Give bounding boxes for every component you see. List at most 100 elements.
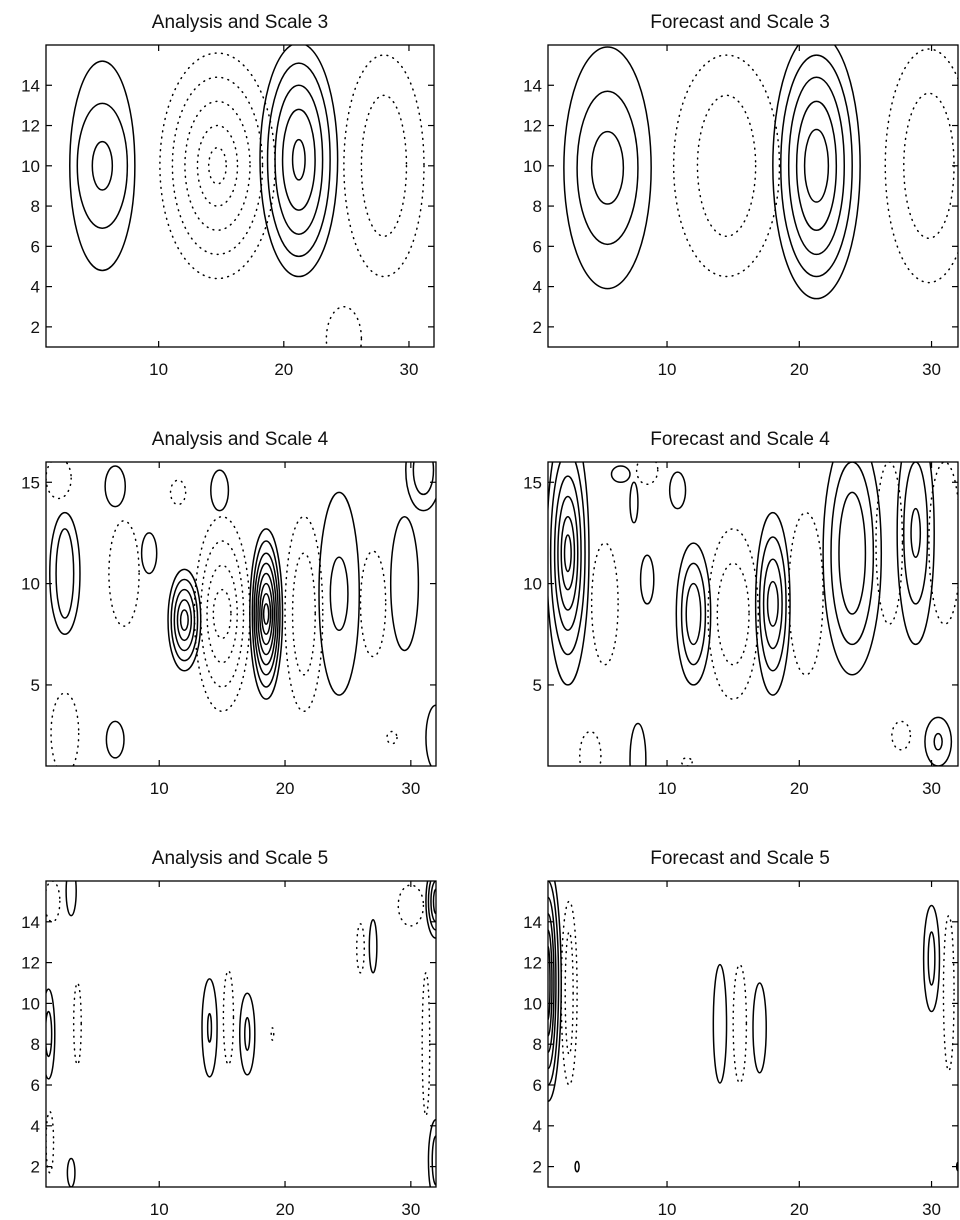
plot-frame [547,461,959,767]
positive-contour-line [685,582,702,646]
positive-contour-line [787,76,846,256]
y-tick-label: 8 [31,1035,40,1054]
negative-contour-line [169,479,187,506]
positive-contour-line [412,462,435,496]
negative-contour-line [732,963,748,1084]
negative-contour-line [206,564,238,664]
positive-contour-line [405,462,436,512]
positive-contour-line [430,881,436,923]
negative-contour-line [787,511,824,676]
positive-contour-line [574,1160,580,1173]
negative-contour-line [291,552,316,676]
plot-frame [45,44,435,348]
positive-contour-line [557,495,579,611]
negative-contour-line [421,972,431,1117]
negative-contour-line [942,914,955,1072]
x-tick-label: 30 [922,779,941,798]
negative-contour-line [680,757,693,766]
negative-contour-line [355,923,366,974]
y-tick-label: 8 [31,197,40,216]
positive-contour-line [910,507,922,559]
y-tick-label: 12 [21,954,40,973]
x-tick-label: 20 [276,779,295,798]
chart-panel: Analysis and Scale 4 10 20 30 5 10 15 [21,429,437,798]
negative-contour-line [928,462,958,625]
negative-contour-line [325,305,363,347]
positive-contour-line [249,528,284,700]
negative-contour-line [159,52,276,280]
negative-contour-line [222,970,235,1066]
negative-contour-line [46,881,61,923]
positive-contour-line [922,904,941,1013]
positive-contour-line [549,462,586,656]
positive-contour-line [49,511,81,636]
negative-contour-line [716,562,750,666]
y-tick-label: 6 [31,237,40,256]
x-tick-label: 30 [922,1200,941,1219]
positive-contour-line [167,568,202,672]
contour-group [548,462,958,766]
positive-contour-line [924,716,953,766]
x-tick-label: 20 [790,1200,809,1219]
contour-group [563,45,958,300]
chart-panel: Forecast and Scale 5 10 20 30 2 4 6 8 10 12 14 [523,848,959,1219]
positive-contour-line [822,462,883,676]
negative-contour-line [590,542,619,666]
x-tick-label: 30 [401,779,420,798]
negative-contour-line [199,540,245,688]
negative-contour-line [50,692,80,766]
panel-title: Forecast and Scale 4 [650,429,830,450]
y-tick-label: 5 [31,676,40,695]
panel-title: Analysis and Scale 4 [152,429,329,450]
x-tick-label: 10 [658,779,677,798]
negative-contour-line [46,1110,55,1174]
positive-contour-line [639,554,655,605]
y-tick-label: 4 [31,278,40,297]
positive-contour-line [368,919,378,974]
y-tick-label: 14 [523,913,542,932]
positive-contour-line [927,931,936,986]
positive-contour-line [668,471,687,510]
positive-contour-line [425,704,436,766]
y-tick-label: 6 [533,1076,542,1095]
positive-contour-line [261,592,272,636]
negative-contour-line [560,900,578,1086]
positive-contour-line [140,532,158,575]
x-tick-label: 30 [401,1200,420,1219]
negative-contour-line [397,884,425,927]
y-tick-label: 14 [21,76,40,95]
x-tick-label: 10 [150,779,169,798]
plot-frame [547,880,959,1188]
chart-panel: Analysis and Scale 5 10 20 30 2 4 6 8 10 12 14 [21,848,437,1219]
x-tick-label: 20 [790,360,809,379]
negative-contour-line [884,48,958,284]
y-tick-label: 10 [21,994,40,1013]
positive-contour-line [244,1016,251,1052]
positive-contour-line [329,556,349,631]
x-tick-label: 30 [922,360,941,379]
positive-contour-line [69,60,136,272]
positive-contour-line [389,515,420,652]
negative-contour-line [875,462,904,625]
positive-contour-line [896,462,935,646]
y-tick-label: 10 [523,994,542,1013]
negative-contour-line [270,1027,275,1041]
negative-contour-line [386,730,398,745]
y-tick-label: 2 [31,1158,40,1177]
positive-contour-line [803,128,830,203]
y-tick-label: 15 [523,473,542,492]
positive-contour-line [795,100,838,231]
positive-contour-line [91,140,114,191]
contour-group [46,462,436,766]
x-tick-label: 30 [400,360,419,379]
positive-contour-line [66,1157,76,1187]
positive-contour-line [772,45,861,300]
positive-contour-line [758,536,787,672]
negative-contour-line [707,528,760,700]
positive-contour-line [754,511,791,696]
negative-contour-line [196,124,239,207]
positive-contour-line [105,720,125,759]
positive-contour-line [780,54,853,278]
y-tick-label: 14 [21,913,40,932]
negative-contour-line [891,720,912,751]
